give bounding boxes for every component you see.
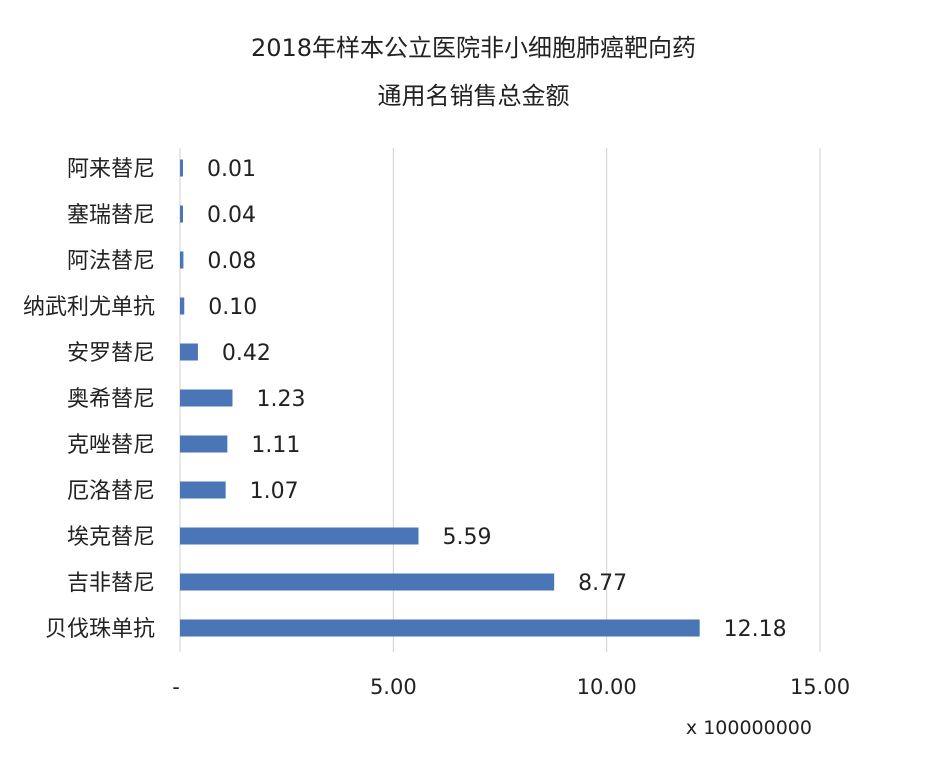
value-label-3: 0.10 <box>208 295 257 320</box>
chart-title-line-2: 通用名销售总金额 <box>377 82 570 110</box>
value-label-6: 1.11 <box>251 433 300 458</box>
value-label-4: 0.42 <box>222 341 271 366</box>
category-label-9: 吉非替尼 <box>67 571 155 596</box>
bar-9 <box>180 573 555 591</box>
category-label-7: 厄洛替尼 <box>67 479 155 504</box>
bar-1 <box>180 205 183 223</box>
category-label-5: 奥希替尼 <box>67 387 155 412</box>
chart-title-line-1: 2018年样本公立医院非小细胞肺癌靶向药 <box>250 34 697 62</box>
bar-4 <box>180 343 198 361</box>
value-label-1: 0.04 <box>207 203 256 228</box>
category-label-4: 安罗替尼 <box>67 341 155 366</box>
bar-0 <box>180 159 183 177</box>
category-label-10: 贝伐珠单抗 <box>45 617 155 642</box>
value-label-2: 0.08 <box>207 249 256 274</box>
x-tick-label-3: 15.00 <box>790 675 850 699</box>
category-label-3: 纳武利尤单抗 <box>23 295 155 320</box>
value-label-7: 1.07 <box>250 479 299 504</box>
x-tick-label-0: - <box>172 675 180 699</box>
bar-5 <box>180 389 233 407</box>
bar-6 <box>180 435 228 453</box>
value-label-0: 0.01 <box>207 157 256 182</box>
category-label-8: 埃克替尼 <box>67 525 155 550</box>
x-tick-label-1: 5.00 <box>370 675 417 699</box>
bar-3 <box>180 297 185 315</box>
bar-2 <box>180 251 184 269</box>
category-label-0: 阿来替尼 <box>67 157 155 182</box>
value-label-5: 1.23 <box>256 387 305 412</box>
value-label-8: 5.59 <box>443 525 492 550</box>
bar-8 <box>180 527 419 545</box>
category-label-1: 塞瑞替尼 <box>67 203 155 228</box>
category-label-2: 阿法替尼 <box>67 249 155 274</box>
value-label-9: 8.77 <box>578 571 627 596</box>
bar-7 <box>180 481 226 499</box>
category-label-6: 克唑替尼 <box>67 433 155 458</box>
value-label-10: 12.18 <box>724 617 787 642</box>
bar-10 <box>180 619 700 637</box>
x-axis-unit-label: x 100000000 <box>686 717 812 739</box>
x-tick-label-2: 10.00 <box>577 675 637 699</box>
